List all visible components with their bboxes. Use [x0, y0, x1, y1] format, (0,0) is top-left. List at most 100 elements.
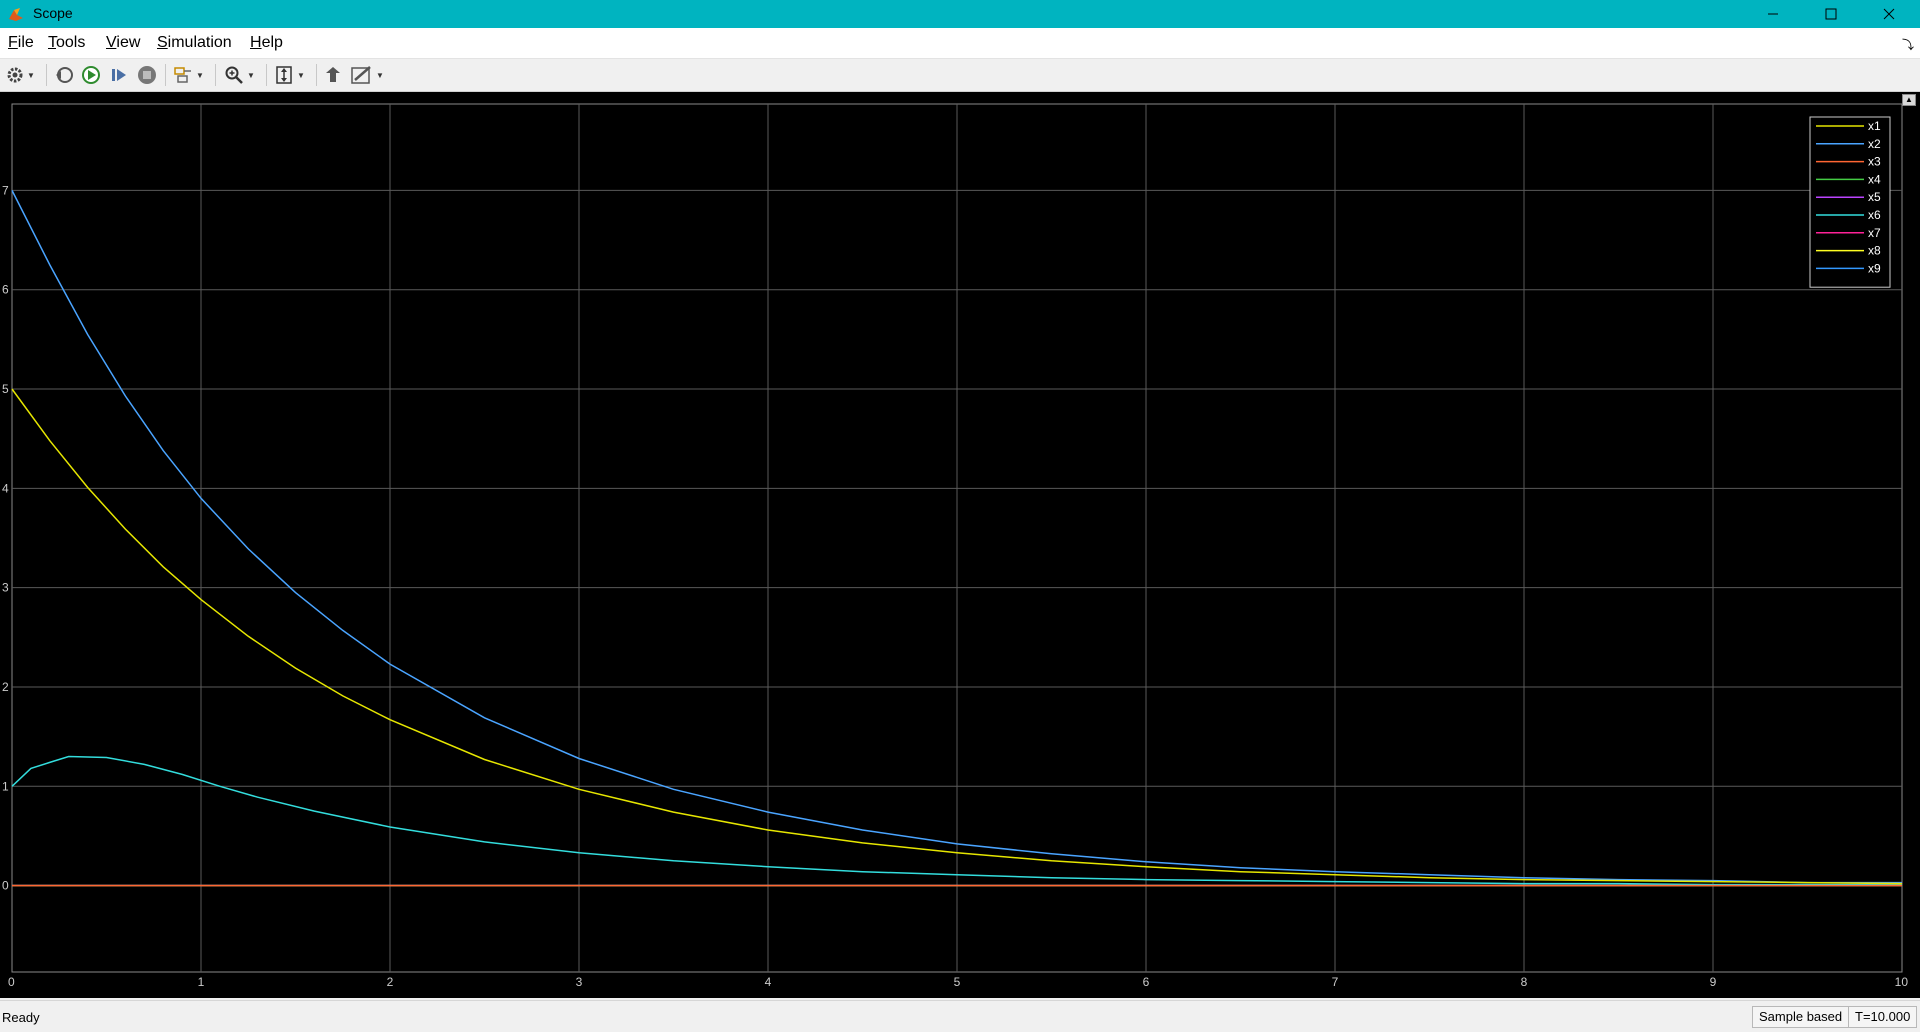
toolbar-divider	[215, 64, 216, 86]
status-text: Ready	[2, 1010, 40, 1025]
menu-file-label: ile	[17, 34, 34, 51]
menu-file[interactable]: File	[8, 34, 34, 52]
chevron-down-icon: ▼	[196, 70, 204, 80]
legend-label-x5: x5	[1868, 190, 1881, 204]
y-tick-label: 2	[2, 680, 9, 694]
scale-axes-button[interactable]: ▼	[274, 63, 305, 87]
title-bar: Scope	[0, 0, 1920, 28]
menu-view-mnemonic: V	[106, 34, 117, 51]
y-tick-label: 5	[2, 382, 9, 396]
x-tick-label: 0	[8, 975, 15, 989]
y-tick-label: 0	[2, 879, 9, 893]
series-line-x6	[11, 755, 1902, 886]
triggers-icon	[174, 67, 191, 83]
legend-label-x3: x3	[1868, 155, 1881, 169]
run-icon	[82, 66, 100, 84]
edit-icon	[351, 66, 371, 84]
matlab-logo-icon	[9, 8, 23, 21]
scope-display[interactable]: 0 1 2 3 4 5 6 7 8 9 10 0 1 2 3 4 5 6 7 x1 x2 x3 x4 x5 x6 x7 x8 x9 …	[0, 92, 1920, 998]
y-tick-label: 1	[2, 779, 9, 793]
x-tick-label: 4	[765, 975, 772, 989]
minimize-button[interactable]	[1744, 0, 1802, 28]
x-tick-label: 5	[954, 975, 961, 989]
menu-tools-label: ools	[56, 34, 86, 51]
menu-simulation-mnemonic: S	[157, 34, 168, 51]
step-back-button[interactable]	[54, 63, 74, 87]
x-tick-label: 2	[387, 975, 394, 989]
sample-mode-indicator: Sample based	[1752, 1006, 1850, 1028]
legend-box	[1809, 116, 1891, 288]
legend-label-x1: x1	[1868, 119, 1881, 133]
toolbar: ▼ ▼ ▼ ▼ ▼	[0, 59, 1920, 92]
chevron-down-icon: ▼	[376, 70, 384, 80]
x-tick-label: 9	[1710, 975, 1717, 989]
menu-view[interactable]: View	[106, 34, 140, 52]
zoom-icon	[225, 66, 243, 84]
gear-icon	[7, 67, 23, 83]
y-tick-label: 3	[2, 581, 9, 595]
y-tick-label: 6	[2, 283, 9, 297]
legend-label-x2: x2	[1868, 137, 1881, 151]
x-tick-label: 10	[1895, 975, 1909, 989]
legend-label-x8: x8	[1868, 244, 1881, 258]
legend-label-x9: x9	[1868, 261, 1881, 275]
series-lines	[11, 190, 1903, 887]
scale-axes-icon	[276, 66, 292, 84]
configuration-button[interactable]: ▼	[6, 63, 35, 87]
minimize-icon	[1768, 13, 1778, 15]
status-bar: Ready Sample based T=10.000	[0, 1000, 1920, 1032]
x-tick-label: 7	[1332, 975, 1339, 989]
toolbar-divider	[316, 64, 317, 86]
menu-simulation-label: imulation	[167, 34, 232, 51]
dock-arrow-icon[interactable]: ⤵	[1901, 38, 1914, 52]
zoom-button[interactable]: ▼	[224, 63, 255, 87]
maximize-icon	[1825, 8, 1837, 20]
legend-label-x7: x7	[1868, 226, 1881, 240]
highlight-block-icon	[326, 67, 340, 82]
menu-help-mnemonic: H	[250, 34, 262, 51]
legend-label-x6: x6	[1868, 208, 1881, 222]
grid-lines	[11, 103, 1903, 973]
time-indicator: T=10.000	[1848, 1006, 1918, 1028]
close-button[interactable]	[1860, 0, 1918, 28]
stop-icon	[138, 66, 156, 84]
expand-axes-button[interactable]: ▲	[1902, 94, 1916, 106]
menu-bar: File Tools View Simulation Help ⤵	[0, 28, 1920, 59]
y-tick-label: 7	[2, 183, 9, 197]
x-tick-label: 6	[1143, 975, 1150, 989]
menu-tools-mnemonic: T	[48, 34, 56, 51]
y-tick-label: 4	[2, 481, 9, 495]
x-tick-label: 3	[576, 975, 583, 989]
highlight-block-button[interactable]	[323, 63, 343, 87]
toolbar-divider	[266, 64, 267, 86]
chevron-down-icon: ▼	[27, 70, 35, 80]
toolbar-divider	[165, 64, 166, 86]
series-line-x1	[11, 388, 1903, 885]
tick-labels: 0 1 2 3 4 5 6 7 8 9 10 0 1 2 3 4 5 6 7	[2, 183, 1908, 989]
step-forward-button[interactable]	[109, 63, 129, 87]
menu-help-label: elp	[261, 34, 283, 51]
edit-style-button[interactable]: ▼	[351, 63, 384, 87]
step-back-icon	[56, 67, 73, 83]
window-title: Scope	[33, 5, 73, 21]
series-line-x2	[11, 190, 1902, 884]
legend[interactable]: x1 x2 x3 x4 x5 x6 x7 x8 x9	[1809, 116, 1891, 288]
menu-view-label: iew	[116, 34, 141, 51]
chevron-down-icon: ▼	[247, 70, 255, 80]
menu-simulation[interactable]: Simulation	[157, 34, 232, 52]
legend-label-x4: x4	[1868, 172, 1881, 186]
expand-icon: ▲	[1905, 95, 1913, 104]
toolbar-divider	[46, 64, 47, 86]
menu-tools[interactable]: Tools	[48, 34, 85, 52]
x-tick-label: 8	[1521, 975, 1528, 989]
stop-button[interactable]	[137, 63, 157, 87]
run-button[interactable]	[81, 63, 101, 87]
scope-plot[interactable]: 0 1 2 3 4 5 6 7 8 9 10 0 1 2 3 4 5 6 7 x1 x2 x3 x4 x5 x6 x7 x8 x9	[0, 92, 1920, 998]
maximize-button[interactable]	[1802, 0, 1860, 28]
x-tick-label: 1	[198, 975, 205, 989]
menu-file-mnemonic: F	[8, 34, 18, 51]
triggers-button[interactable]: ▼	[173, 63, 204, 87]
menu-help[interactable]: Help	[250, 34, 283, 52]
step-forward-icon	[112, 69, 126, 81]
close-icon	[1883, 8, 1895, 20]
